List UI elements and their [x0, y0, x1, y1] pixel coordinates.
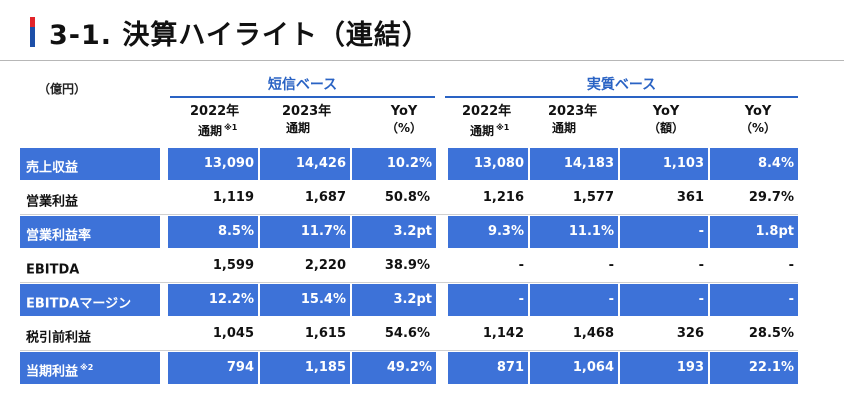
col-header-short-2023: 2023年 通期 [282, 104, 332, 135]
table-cell: 1,599 [212, 258, 254, 273]
row-label: 営業利益率 [20, 216, 160, 248]
table-row: 売上収益 13,090 14,426 10.2% 13,080 14,183 1,103 8.… [20, 148, 798, 180]
table-cell: 8.4% [710, 148, 798, 180]
col-header-short-yoy-pct: YoY （%） [386, 104, 423, 135]
table-cell: 54.6% [384, 326, 430, 341]
table-cell: 14,183 [530, 148, 618, 180]
table-cell: 50.8% [384, 190, 430, 205]
table-cell: 1,468 [572, 326, 614, 341]
table-cell: 3.2pt [352, 284, 436, 316]
table-cell: - [608, 258, 614, 273]
table-cell: - [698, 258, 704, 273]
group-header-real: 実質ベース [586, 77, 657, 93]
table-cell: - [518, 258, 524, 273]
row-label: 売上収益 [20, 148, 160, 180]
col-header-real-2023: 2023年 通期 [548, 104, 598, 135]
table-cell: 1,142 [482, 326, 524, 341]
table-row: 営業利益率 8.5% 11.7% 3.2pt 9.3% 11.1% -1.8pt [20, 216, 798, 248]
table-cell: - [620, 284, 708, 316]
table-cell: 2,220 [304, 258, 346, 273]
table-cell: 29.7% [748, 190, 794, 205]
table-cell: 1,216 [482, 190, 524, 205]
table-row: EBITDAマージン 12.2% 15.4% 3.2pt - - - - [20, 284, 798, 316]
row-label: 当期利益 ※2 [20, 352, 160, 384]
table-cell: - [448, 284, 528, 316]
table-cell: 1,045 [212, 326, 254, 341]
table-cell: 794 [168, 352, 258, 384]
row-divider [20, 350, 798, 351]
table-cell: 22.1% [710, 352, 798, 384]
title-divider [0, 60, 844, 61]
table-cell: 1,577 [572, 190, 614, 205]
table-cell: 15.4% [260, 284, 350, 316]
table-cell: 1,615 [304, 326, 346, 341]
table-cell: 12.2% [168, 284, 258, 316]
row-label: 税引前利益 [26, 330, 92, 346]
row-footnote-mark: ※2 [80, 363, 94, 372]
table-cell: 1.8pt [710, 216, 798, 248]
table-cell: 10.2% [352, 148, 436, 180]
col-header-real-2022: 2022年 通期 ※1 [462, 104, 512, 138]
row-divider [20, 214, 798, 215]
table-cell: - [788, 258, 794, 273]
page-title: 3-1. 決算ハイライト（連結） [49, 19, 430, 51]
col-header-short-2022: 2022年 通期 ※1 [190, 104, 240, 138]
table-cell: 361 [676, 190, 704, 205]
table-cell: 1,119 [212, 190, 254, 205]
table-row: 当期利益 ※2 794 1,185 49.2% 871 1,064 193 22.1% [20, 352, 798, 384]
group-underline-short [170, 96, 435, 98]
slide-title: 3-1. 決算ハイライト（連結） [30, 12, 430, 52]
table-cell: 13,080 [448, 148, 528, 180]
table-row: EBITDA 1,599 2,220 38.9% - - - - [20, 250, 798, 282]
table-cell: 49.2% [352, 352, 436, 384]
table-cell: - [620, 216, 708, 248]
table-cell: 11.1% [530, 216, 618, 248]
table-cell: 1,687 [304, 190, 346, 205]
title-accent-bar [30, 17, 35, 47]
table-cell: 11.7% [260, 216, 350, 248]
group-underline-real [445, 96, 798, 98]
row-divider [20, 282, 798, 283]
table-cell: 193 [620, 352, 708, 384]
table-cell: 1,064 [530, 352, 618, 384]
table-cell: 1,103 [620, 148, 708, 180]
table-cell: 8.5% [168, 216, 258, 248]
table-cell: 38.9% [384, 258, 430, 273]
unit-label: （億円） [38, 82, 87, 96]
col-header-real-yoy-amount: YoY （額） [648, 104, 685, 135]
group-header-short: 短信ベース [267, 77, 338, 93]
table-cell: 3.2pt [352, 216, 436, 248]
table-cell: 28.5% [748, 326, 794, 341]
row-label: 営業利益 [26, 194, 79, 210]
table-cell: - [710, 284, 798, 316]
row-label: EBITDA [26, 262, 80, 278]
table-cell: 326 [676, 326, 704, 341]
table-cell: 14,426 [260, 148, 350, 180]
table-row: 税引前利益 1,045 1,615 54.6% 1,142 1,468 326 28.5% [20, 318, 798, 350]
table-cell: - [530, 284, 618, 316]
table-cell: 9.3% [448, 216, 528, 248]
table-cell: 13,090 [168, 148, 258, 180]
table-row: 営業利益 1,119 1,687 50.8% 1,216 1,577 361 29.7% [20, 182, 798, 214]
row-label: EBITDAマージン [20, 284, 160, 316]
col-header-real-yoy-pct: YoY （%） [740, 104, 777, 135]
table-cell: 871 [448, 352, 528, 384]
table-cell: 1,185 [260, 352, 350, 384]
